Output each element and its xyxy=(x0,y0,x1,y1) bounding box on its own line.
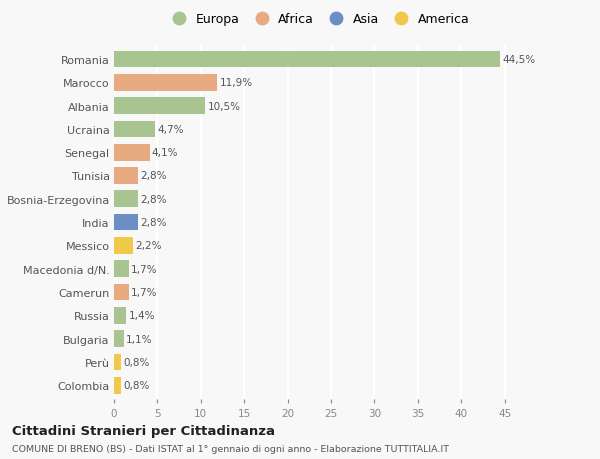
Text: 2,2%: 2,2% xyxy=(135,241,162,251)
Bar xyxy=(114,237,133,254)
Text: 2,8%: 2,8% xyxy=(140,171,167,181)
Bar xyxy=(114,145,149,161)
Text: 2,8%: 2,8% xyxy=(140,194,167,204)
Text: 4,1%: 4,1% xyxy=(152,148,178,158)
Bar xyxy=(114,284,129,301)
Text: 1,7%: 1,7% xyxy=(131,264,157,274)
Text: 1,1%: 1,1% xyxy=(126,334,152,344)
Text: 4,7%: 4,7% xyxy=(157,124,184,134)
Bar xyxy=(114,354,121,370)
Legend: Europa, Africa, Asia, America: Europa, Africa, Asia, America xyxy=(167,13,469,26)
Bar xyxy=(114,261,129,278)
Text: Cittadini Stranieri per Cittadinanza: Cittadini Stranieri per Cittadinanza xyxy=(12,424,275,437)
Bar xyxy=(114,51,500,68)
Bar xyxy=(114,214,139,231)
Text: 2,8%: 2,8% xyxy=(140,218,167,228)
Text: 1,7%: 1,7% xyxy=(131,287,157,297)
Bar xyxy=(114,377,121,394)
Bar xyxy=(114,168,139,185)
Bar xyxy=(114,307,126,324)
Bar xyxy=(114,330,124,347)
Bar xyxy=(114,75,217,91)
Text: COMUNE DI BRENO (BS) - Dati ISTAT al 1° gennaio di ogni anno - Elaborazione TUTT: COMUNE DI BRENO (BS) - Dati ISTAT al 1° … xyxy=(12,444,449,453)
Text: 0,8%: 0,8% xyxy=(123,357,149,367)
Text: 11,9%: 11,9% xyxy=(220,78,253,88)
Text: 0,8%: 0,8% xyxy=(123,381,149,390)
Text: 1,4%: 1,4% xyxy=(128,311,155,321)
Bar xyxy=(114,98,205,115)
Bar xyxy=(114,191,139,208)
Bar xyxy=(114,121,155,138)
Text: 10,5%: 10,5% xyxy=(208,101,241,112)
Text: 44,5%: 44,5% xyxy=(502,55,536,65)
